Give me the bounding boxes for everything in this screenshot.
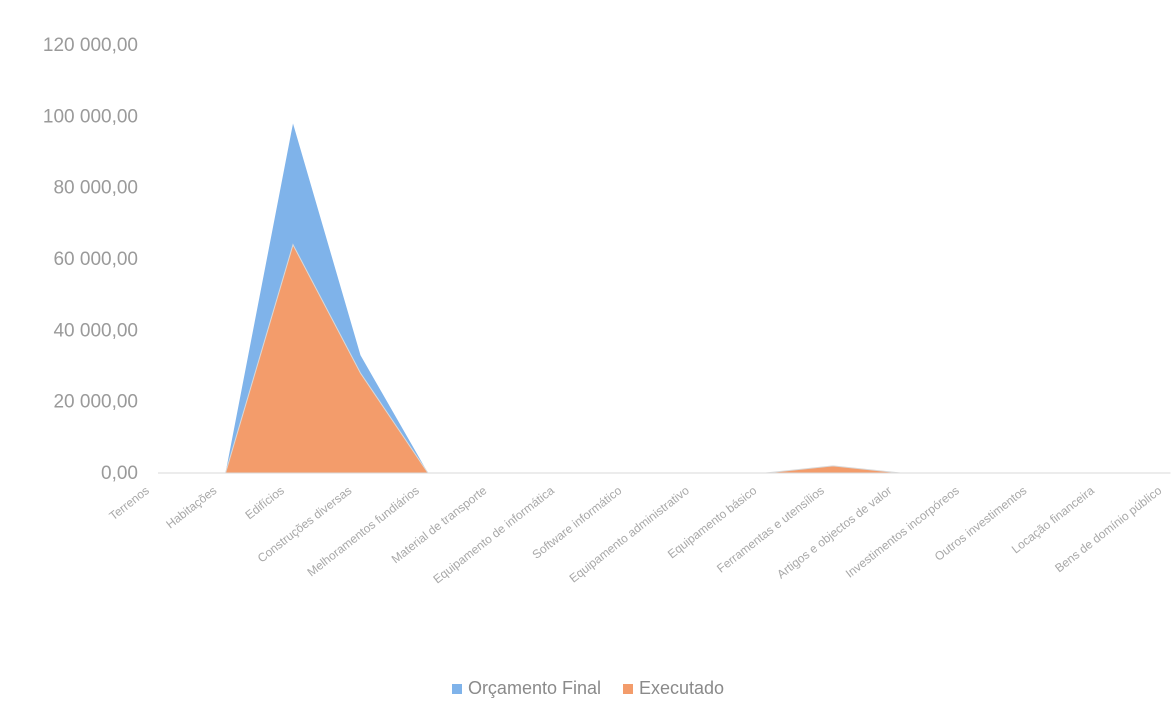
- x-tick-label: Terrenos: [106, 483, 151, 523]
- series-area-executado: [158, 243, 1171, 474]
- legend-label-orcamento-final: Orçamento Final: [467, 678, 601, 698]
- x-tick-label: Investimentos incorpóreos: [843, 483, 962, 580]
- series-areas: [158, 123, 1171, 474]
- x-tick-label: Artigos e objectos de valor: [774, 483, 894, 581]
- legend-swatch-executado: [623, 683, 633, 694]
- y-tick-label: 80 000,00: [53, 178, 138, 199]
- legend-label-executado: Executado: [639, 678, 725, 698]
- x-tick-label: Melhoramentos fundiários: [304, 483, 421, 579]
- legend-item-orcamento-final: Orçamento Final: [451, 678, 601, 699]
- y-tick-label: 120 000,00: [43, 35, 138, 56]
- legend-item-executado: Executado: [623, 678, 724, 699]
- x-tick-label: Edifícios: [242, 483, 286, 522]
- x-tick-label: Habitações: [163, 483, 219, 531]
- y-tick-label: 100 000,00: [43, 106, 138, 127]
- y-tick-label: 40 000,00: [53, 320, 138, 341]
- x-tick-label: Equipamento de informática: [430, 483, 557, 586]
- y-tick-label: 0,00: [101, 463, 138, 484]
- area-chart: 0,00 20 000,00 40 000,00 60 000,00 80 000,00…: [43, 35, 1171, 586]
- y-axis: 0,00 20 000,00 40 000,00 60 000,00 80 000,00…: [43, 35, 138, 484]
- legend-swatch-orcamento-final: [451, 683, 462, 694]
- x-tick-label: Bens de domínio público: [1052, 483, 1164, 575]
- y-tick-label: 20 000,00: [53, 392, 138, 413]
- x-tick-label: Ferramentas e utensílios: [714, 483, 827, 575]
- y-tick-label: 60 000,00: [53, 249, 138, 270]
- x-tick-label: Equipamento administrativo: [567, 483, 693, 585]
- legend: Orçamento Final Executado: [0, 678, 1176, 699]
